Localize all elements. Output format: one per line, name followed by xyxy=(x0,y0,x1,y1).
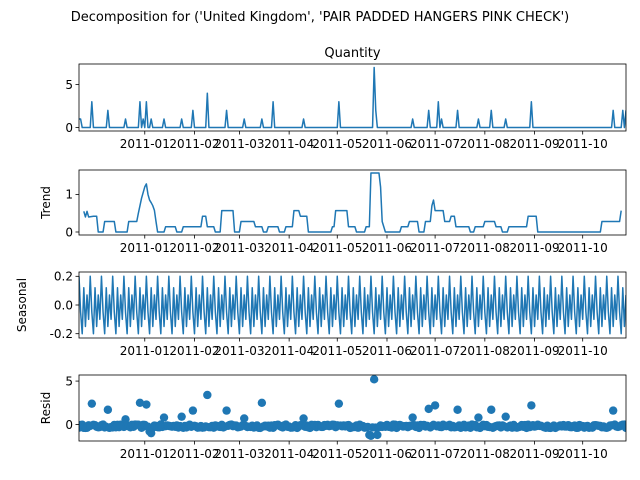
x-tick-label: 2011-09 xyxy=(509,241,559,255)
x-tick-label: 2011-10 xyxy=(558,241,608,255)
resid-point xyxy=(203,390,212,400)
axes-frame xyxy=(78,63,627,132)
x-tick-label: 2011-07 xyxy=(410,137,460,151)
resid-point xyxy=(608,406,618,415)
x-tick-label: 2011-02 xyxy=(169,137,219,151)
x-tick-label: 2011-07 xyxy=(410,344,460,358)
y-tick-label: 0 xyxy=(65,418,73,432)
x-tick-label: 2011-08 xyxy=(460,241,510,255)
y-axis-label: Seasonal xyxy=(15,278,29,332)
resid-point xyxy=(408,413,417,422)
x-tick-label: 2011-09 xyxy=(509,137,559,151)
resid-point xyxy=(159,413,169,422)
resid-point xyxy=(366,431,376,440)
x-tick-label: 2011-05 xyxy=(312,447,362,461)
resid-point xyxy=(474,413,483,422)
y-tick-label: 0 xyxy=(65,225,73,239)
resid-point xyxy=(453,405,462,414)
x-tick-label: 2011-02 xyxy=(169,241,219,255)
x-tick-label: 2011-10 xyxy=(558,344,608,358)
y-tick-label: 5 xyxy=(65,78,73,92)
x-tick-label: 2011-06 xyxy=(362,241,412,255)
resid-point xyxy=(177,412,186,421)
quantity-series-line xyxy=(79,66,626,129)
x-tick-label: 2011-09 xyxy=(509,344,559,358)
resid-point xyxy=(121,415,130,424)
x-tick-label: 2011-03 xyxy=(214,344,264,358)
x-tick-label: 2011-01 xyxy=(120,344,170,358)
axes-frame xyxy=(78,374,627,442)
x-tick-label: 2011-01 xyxy=(120,447,170,461)
y-tick-label: -0.2 xyxy=(50,327,73,341)
resid-point xyxy=(430,401,440,410)
x-tick-label: 2011-09 xyxy=(509,447,559,461)
x-tick-label: 2011-10 xyxy=(558,137,608,151)
resid-point xyxy=(240,414,249,423)
x-tick-label: 2011-06 xyxy=(362,447,412,461)
plot-area xyxy=(83,172,622,233)
resid-point xyxy=(424,404,433,414)
y-tick-label: 5 xyxy=(65,374,73,388)
x-tick-label: 2011-01 xyxy=(120,137,170,151)
x-tick-label: 2011-04 xyxy=(264,447,314,461)
resid-point xyxy=(135,398,145,407)
plot-area xyxy=(79,66,626,129)
plot-area xyxy=(79,275,626,335)
x-tick-label: 2011-03 xyxy=(214,137,264,151)
panel-title: Quantity xyxy=(324,46,380,61)
x-tick-label: 2011-04 xyxy=(264,344,314,358)
resid-point xyxy=(257,398,267,407)
resid-point xyxy=(334,399,344,408)
resid-point xyxy=(621,423,626,433)
y-tick-label: 0.0 xyxy=(54,298,73,312)
x-tick-label: 2011-05 xyxy=(312,137,362,151)
resid-point xyxy=(299,414,308,423)
trend-series-line xyxy=(83,172,622,233)
x-tick-label: 2011-04 xyxy=(264,241,314,255)
resid-point xyxy=(527,401,536,410)
x-tick-label: 2011-06 xyxy=(362,344,412,358)
x-tick-label: 2011-06 xyxy=(362,137,412,151)
x-tick-label: 2011-08 xyxy=(460,344,510,358)
x-tick-label: 2011-07 xyxy=(410,241,460,255)
seasonal-series-line xyxy=(79,275,626,335)
x-tick-label: 2011-03 xyxy=(214,241,264,255)
resid-point xyxy=(103,405,113,414)
resid-point xyxy=(487,405,496,414)
resid-point xyxy=(142,400,151,409)
x-tick-label: 2011-01 xyxy=(120,241,170,255)
plot-area xyxy=(79,375,626,440)
resid-point xyxy=(188,406,198,415)
resid-point xyxy=(87,399,97,408)
x-tick-label: 2011-05 xyxy=(312,344,362,358)
y-axis-label: Resid xyxy=(39,392,53,424)
x-tick-label: 2011-02 xyxy=(169,344,219,358)
resid-point xyxy=(369,375,379,384)
figure-suptitle: Decomposition for ('United Kingdom', 'PA… xyxy=(71,10,569,25)
y-axis-label: Trend xyxy=(39,186,53,220)
resid-point xyxy=(222,406,231,415)
x-tick-label: 2011-08 xyxy=(460,137,510,151)
x-tick-label: 2011-10 xyxy=(558,447,608,461)
x-tick-label: 2011-04 xyxy=(264,137,314,151)
x-tick-label: 2011-07 xyxy=(410,447,460,461)
y-tick-label: 1 xyxy=(65,188,73,202)
x-tick-label: 2011-05 xyxy=(312,241,362,255)
x-tick-label: 2011-08 xyxy=(460,447,510,461)
resid-point xyxy=(501,412,510,421)
resid-point xyxy=(373,430,382,440)
y-tick-label: 0.2 xyxy=(54,270,73,284)
x-tick-label: 2011-03 xyxy=(214,447,264,461)
axes-frame xyxy=(78,169,627,236)
x-tick-label: 2011-02 xyxy=(169,447,219,461)
y-tick-label: 0 xyxy=(65,121,73,135)
